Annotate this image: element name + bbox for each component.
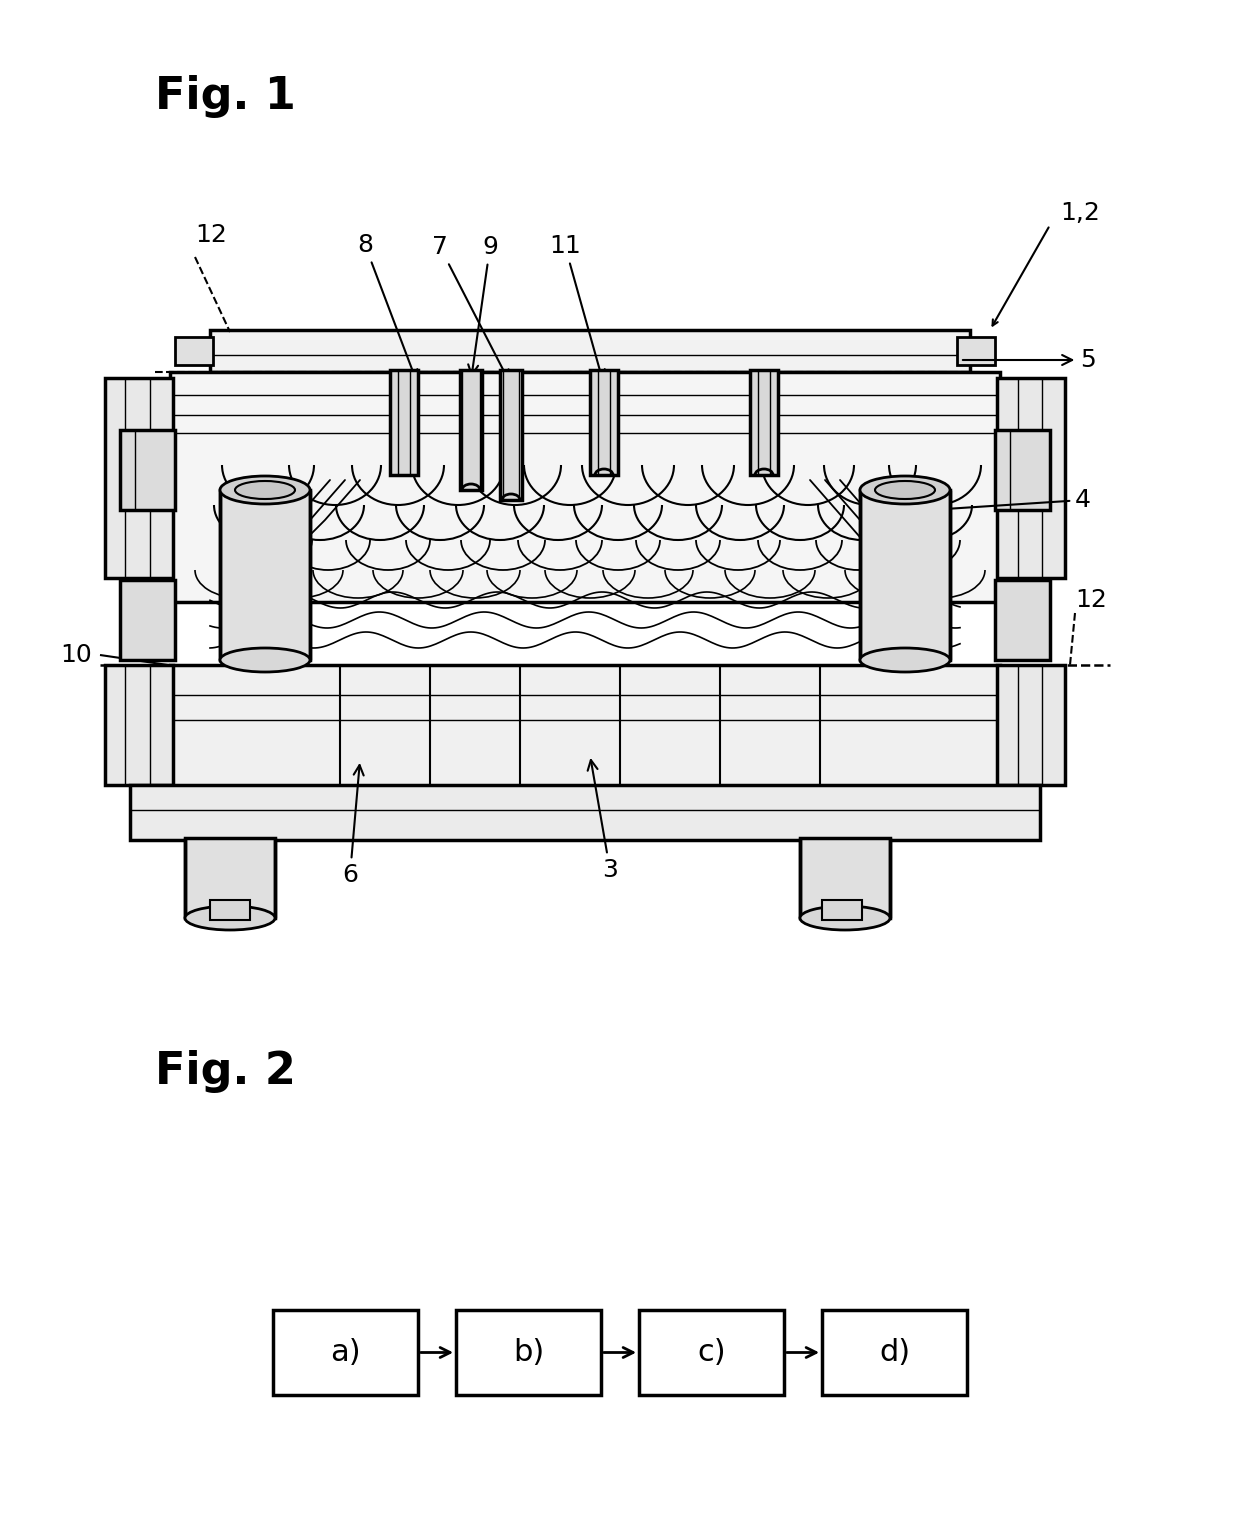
Bar <box>861 490 950 660</box>
Bar <box>210 900 250 920</box>
Text: 7: 7 <box>432 235 508 380</box>
Text: 4: 4 <box>935 489 1091 514</box>
Bar <box>170 372 999 602</box>
Text: d): d) <box>879 1337 910 1368</box>
Text: 10: 10 <box>60 643 92 667</box>
Text: 12: 12 <box>195 222 227 247</box>
Bar <box>185 838 275 918</box>
Ellipse shape <box>875 481 935 499</box>
Text: b): b) <box>513 1337 544 1368</box>
Bar <box>120 579 175 660</box>
Text: Fig. 2: Fig. 2 <box>155 1050 296 1092</box>
Bar <box>175 337 213 365</box>
Text: a): a) <box>330 1337 361 1368</box>
Bar <box>391 371 418 475</box>
Text: 8: 8 <box>357 233 418 380</box>
Bar <box>750 371 777 475</box>
Text: 6: 6 <box>342 766 363 887</box>
Ellipse shape <box>861 648 950 672</box>
Bar <box>105 666 174 785</box>
Bar <box>500 371 522 499</box>
Text: Fig. 1: Fig. 1 <box>155 76 296 118</box>
Ellipse shape <box>219 648 310 672</box>
Bar <box>219 490 310 660</box>
Bar <box>994 579 1050 660</box>
Text: 5: 5 <box>962 348 1096 372</box>
Ellipse shape <box>861 477 950 504</box>
Bar <box>210 330 970 372</box>
Ellipse shape <box>800 906 890 930</box>
Bar <box>957 337 994 365</box>
Text: 11: 11 <box>549 235 605 380</box>
Bar <box>822 900 862 920</box>
Bar <box>997 378 1065 578</box>
Bar <box>456 1310 601 1395</box>
Bar <box>800 838 890 918</box>
Ellipse shape <box>219 477 310 504</box>
Bar <box>997 666 1065 785</box>
Text: 9: 9 <box>469 235 498 375</box>
Bar <box>120 430 175 510</box>
Bar <box>639 1310 784 1395</box>
Text: 12: 12 <box>1075 589 1107 611</box>
Ellipse shape <box>185 906 275 930</box>
Bar <box>105 378 174 578</box>
Text: c): c) <box>697 1337 725 1368</box>
Bar <box>460 371 482 490</box>
Text: 1,2: 1,2 <box>1060 201 1100 225</box>
Text: 3: 3 <box>588 760 618 882</box>
Bar <box>822 1310 967 1395</box>
Bar <box>130 785 1040 840</box>
Bar <box>994 430 1050 510</box>
Bar <box>273 1310 418 1395</box>
Ellipse shape <box>236 481 295 499</box>
Bar <box>170 666 999 820</box>
Bar <box>590 371 618 475</box>
